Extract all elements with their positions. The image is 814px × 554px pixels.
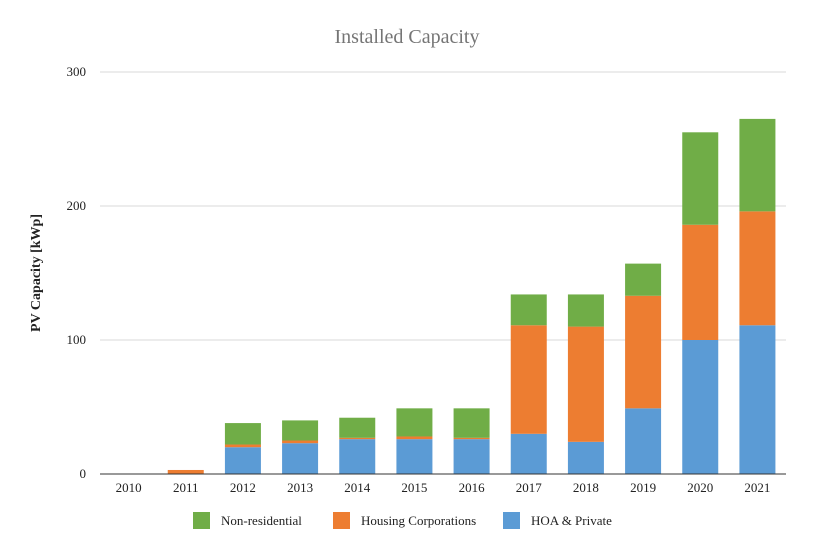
bar-2013-series-0 — [282, 443, 319, 474]
bar-2016-series-0 — [453, 439, 490, 474]
bar-2016-series-2 — [453, 408, 490, 438]
bar-2020-series-1 — [682, 224, 719, 340]
y-tick-label: 200 — [67, 198, 87, 213]
x-tick-label: 2013 — [287, 480, 313, 495]
chart-title: Installed Capacity — [335, 26, 480, 48]
x-tick-label: 2016 — [459, 480, 486, 495]
bar-2012-series-0 — [224, 447, 261, 474]
x-tick-label: 2012 — [230, 480, 256, 495]
bar-2017-series-0 — [510, 433, 547, 474]
x-tick-label: 2019 — [630, 480, 656, 495]
bar-2019-series-2 — [625, 263, 662, 296]
legend-label: Housing Corporations — [361, 513, 476, 528]
x-tick-label: 2015 — [401, 480, 427, 495]
legend: Non-residential Housing Corporations HOA &… — [193, 512, 612, 529]
bar-2019-series-1 — [625, 295, 662, 409]
bar-2019-series-0 — [625, 408, 662, 474]
bar-2012-series-1 — [224, 444, 261, 448]
bar-2016-series-1 — [453, 437, 490, 440]
bar-2018-series-1 — [567, 326, 604, 442]
x-tick-labels: 2010 2011 2012 2013 2014 2015 2016 2017 2018 2019… — [116, 480, 771, 495]
y-tick-label: 300 — [67, 64, 87, 79]
bar-2018-series-2 — [567, 294, 604, 327]
bars — [167, 118, 776, 474]
bar-2011-series-1 — [167, 469, 204, 474]
bar-2012-series-2 — [224, 423, 261, 445]
bar-2020-series-0 — [682, 340, 719, 474]
bar-2014-series-2 — [339, 417, 376, 438]
legend-item: Housing Corporations — [333, 512, 476, 529]
bar-2021-series-1 — [739, 211, 776, 326]
bar-2021-series-2 — [739, 118, 776, 212]
x-tick-label: 2010 — [116, 480, 142, 495]
legend-item: HOA & Private — [503, 512, 612, 529]
legend-item: Non-residential — [193, 512, 302, 529]
y-axis-label: PV Capacity [kWp] — [29, 214, 44, 332]
x-tick-label: 2021 — [744, 480, 770, 495]
bar-2017-series-2 — [510, 294, 547, 326]
bar-2014-series-1 — [339, 437, 376, 440]
x-tick-label: 2011 — [173, 480, 199, 495]
y-tick-label: 0 — [80, 466, 87, 481]
bar-2013-series-2 — [282, 420, 319, 441]
bar-2015-series-2 — [396, 408, 433, 437]
legend-label: HOA & Private — [531, 513, 612, 528]
legend-swatch — [193, 512, 210, 529]
y-tick-label: 100 — [67, 332, 87, 347]
bar-2015-series-1 — [396, 436, 433, 440]
bar-2015-series-0 — [396, 439, 433, 474]
legend-label: Non-residential — [221, 513, 302, 528]
bar-2018-series-0 — [567, 441, 604, 474]
bar-2017-series-1 — [510, 325, 547, 434]
bar-2021-series-0 — [739, 325, 776, 474]
x-tick-label: 2017 — [516, 480, 543, 495]
bar-2013-series-1 — [282, 440, 319, 444]
gridlines — [100, 71, 786, 341]
x-tick-label: 2014 — [344, 480, 371, 495]
x-tick-label: 2018 — [573, 480, 599, 495]
legend-swatch — [503, 512, 520, 529]
legend-swatch — [333, 512, 350, 529]
y-tick-labels: 0 100 200 300 — [67, 64, 87, 481]
bar-2020-series-2 — [682, 132, 719, 225]
bar-2014-series-0 — [339, 439, 376, 474]
x-tick-label: 2020 — [687, 480, 713, 495]
